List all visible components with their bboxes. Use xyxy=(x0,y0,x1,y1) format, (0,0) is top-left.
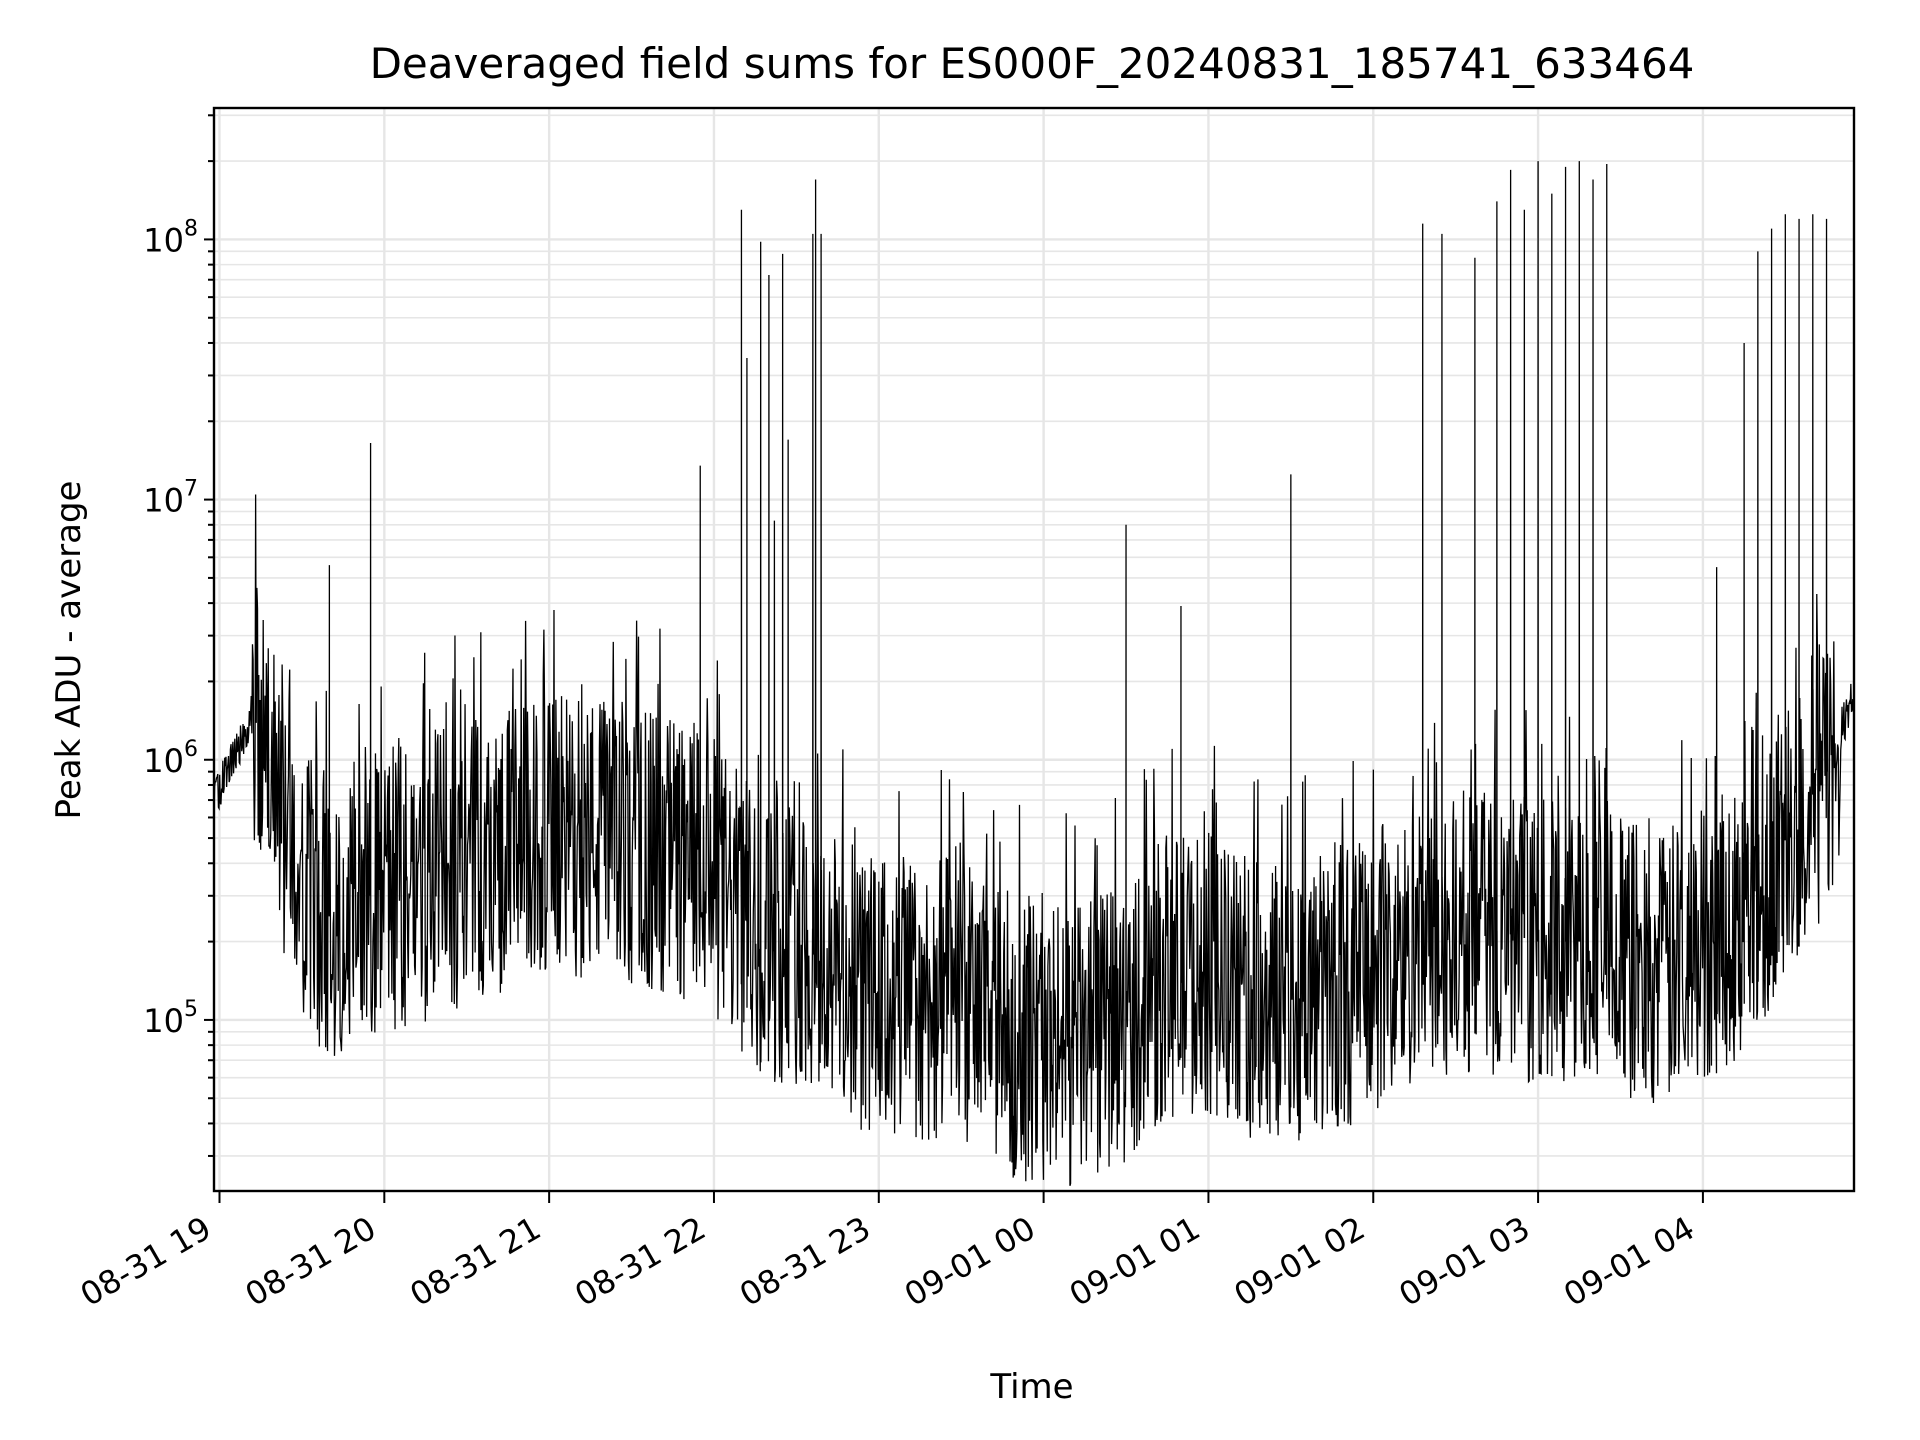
grid xyxy=(214,108,1854,1191)
y-tick-label: 105 xyxy=(143,997,198,1040)
chart-title: Deaveraged field sums for ES000F_2024083… xyxy=(370,39,1695,88)
series-line-path xyxy=(213,161,1855,1186)
y-tick-label: 106 xyxy=(143,737,198,780)
y-tick-label: 107 xyxy=(143,477,198,520)
plot-frame xyxy=(212,106,1856,1193)
series-line xyxy=(213,161,1855,1186)
y-axis: 105 106 107 108 xyxy=(143,114,214,1157)
y-axis-label: Peak ADU - average xyxy=(49,481,89,820)
y-tick-label: 108 xyxy=(143,216,198,259)
x-axis-label: Time xyxy=(989,1367,1073,1407)
